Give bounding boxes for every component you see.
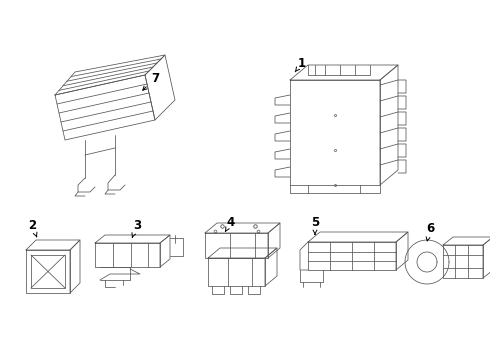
Text: 5: 5 <box>311 216 319 234</box>
Text: 2: 2 <box>28 219 37 237</box>
Text: 7: 7 <box>143 72 159 90</box>
Text: 6: 6 <box>426 221 434 241</box>
Text: 1: 1 <box>295 57 306 72</box>
Text: 3: 3 <box>132 219 141 237</box>
Text: 4: 4 <box>225 216 235 231</box>
